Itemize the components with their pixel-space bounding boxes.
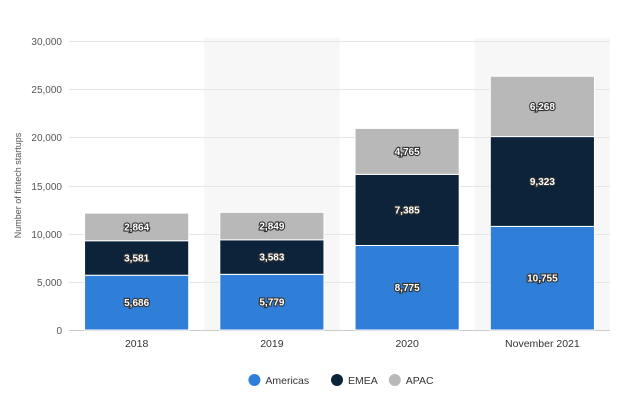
bar-segment[interactable] (354, 173, 460, 246)
data-label: 2,864 (124, 222, 149, 233)
y-tick-label: 30,000 (31, 37, 62, 48)
data-label: 10,755 (527, 274, 558, 285)
data-label: 5,779 (259, 298, 284, 309)
bar-segment[interactable] (354, 127, 460, 175)
y-tick-label: 15,000 (31, 182, 62, 193)
y-axis-ticks: 0 5,000 10,000 15,000 20,000 25,000 30,000 (31, 37, 62, 337)
legend: Americas EMEA APAC (248, 374, 434, 387)
bar-segment[interactable] (219, 273, 325, 331)
bar-segment[interactable] (489, 136, 595, 227)
bar-segment[interactable] (84, 212, 190, 242)
legend-label: EMEA (348, 375, 378, 387)
x-tick-label: 2018 (125, 338, 149, 350)
data-label: 3,583 (259, 253, 284, 264)
y-tick-label: 5,000 (37, 278, 62, 289)
y-tick-label: 0 (56, 326, 62, 337)
bar-segment[interactable] (84, 240, 190, 276)
legend-marker (331, 374, 343, 386)
y-axis-label: Number of fintech startups (13, 132, 23, 238)
legend-label: Americas (265, 375, 309, 387)
data-label: 4,765 (395, 147, 420, 158)
legend-marker (248, 374, 261, 386)
x-tick-label: 2019 (260, 338, 284, 350)
data-label: 3,581 (124, 253, 149, 264)
y-tick-label: 20,000 (31, 133, 62, 144)
bar-segment[interactable] (219, 211, 325, 241)
y-tick-label: 10,000 (31, 230, 62, 241)
data-label: 5,686 (124, 298, 149, 309)
data-label: 6,268 (530, 102, 555, 113)
bar-segment[interactable] (354, 244, 460, 331)
data-label: 9,323 (530, 177, 555, 188)
x-axis: 2018 2019 2020 November 2021 (125, 338, 580, 350)
legend-item[interactable]: APAC (388, 374, 434, 387)
bars: 5,686 3,581 2,864 5,779 3,583 2,849 8,775 7,385… (84, 75, 595, 331)
bar-segment[interactable] (84, 274, 190, 331)
data-label: 8,775 (395, 283, 420, 294)
bar-segment[interactable] (219, 239, 325, 275)
legend-item[interactable]: Americas (248, 374, 309, 387)
data-label: 2,849 (259, 222, 284, 233)
bar-segment[interactable] (489, 75, 595, 138)
y-tick-label: 25,000 (31, 85, 62, 96)
legend-marker (388, 374, 401, 386)
legend-item[interactable]: EMEA (331, 374, 378, 387)
x-tick-label: November 2021 (505, 338, 580, 350)
legend-label: APAC (406, 375, 434, 387)
data-label: 7,385 (395, 205, 420, 216)
bar-segment[interactable] (489, 225, 595, 331)
x-tick-label: 2020 (395, 338, 419, 350)
